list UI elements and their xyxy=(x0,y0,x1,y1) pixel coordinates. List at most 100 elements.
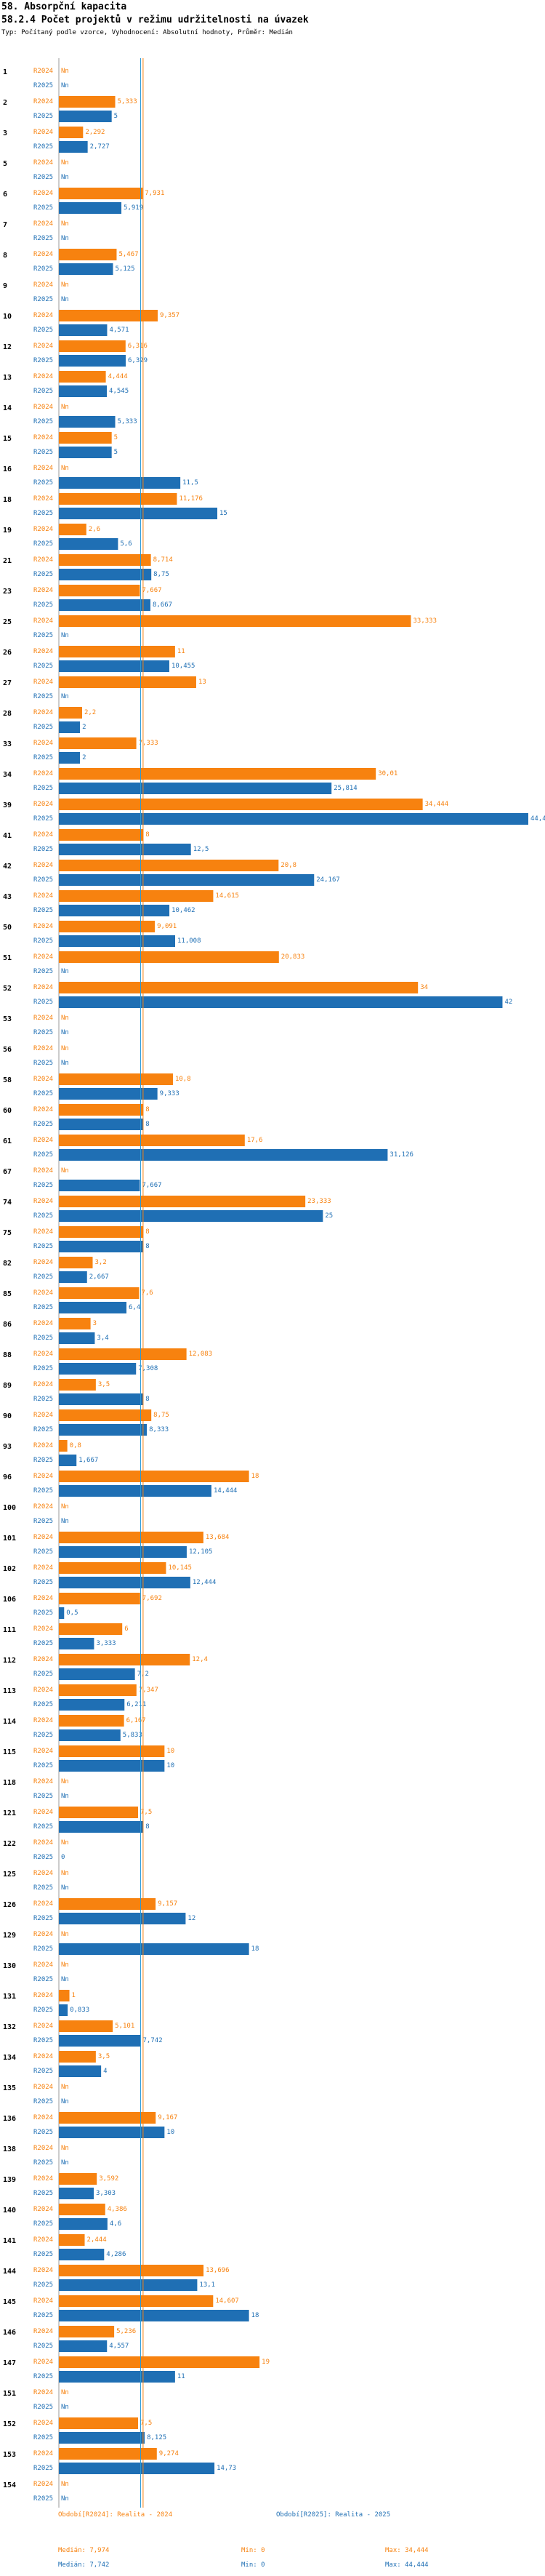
series-label-r2025: R2025 xyxy=(33,1640,53,1647)
value-label: 8,125 xyxy=(147,2434,166,2441)
row-id-label: 58 xyxy=(3,1076,12,1084)
value-label: Nn xyxy=(61,1793,69,1800)
series-label-r2025: R2025 xyxy=(33,1915,53,1922)
row-id-label: 6 xyxy=(3,191,7,199)
row-id-label: 14 xyxy=(3,404,12,412)
series-label-r2024: R2024 xyxy=(33,1961,53,1969)
value-label: 8 xyxy=(145,1228,149,1236)
bar-r2025 xyxy=(59,2004,68,2016)
value-label: 8 xyxy=(145,1396,149,1403)
value-label: 12,4 xyxy=(192,1656,208,1663)
series-label-r2024: R2024 xyxy=(33,98,53,105)
bar-r2025 xyxy=(59,1180,140,1191)
bar-r2024 xyxy=(59,2265,204,2276)
series-label-r2024: R2024 xyxy=(33,1931,53,1938)
row-id-label: 5 xyxy=(3,160,7,168)
value-label: 3 xyxy=(93,1320,97,1327)
value-label: 8 xyxy=(145,1106,149,1113)
bar-r2024 xyxy=(59,2295,214,2307)
series-label-r2025: R2025 xyxy=(33,693,53,700)
row-id-label: 130 xyxy=(3,1962,16,1970)
value-label: 4,6 xyxy=(110,2220,121,2228)
series-label-r2025: R2025 xyxy=(33,1518,53,1525)
value-label: 3,4 xyxy=(97,1335,108,1342)
value-label: 8,75 xyxy=(153,1412,169,1419)
value-label: 7,333 xyxy=(139,740,158,747)
series-label-r2024: R2024 xyxy=(33,1259,53,1266)
value-label: 4,386 xyxy=(108,2206,127,2213)
bar-r2025 xyxy=(59,1455,77,1466)
value-label: 10,462 xyxy=(171,907,195,914)
value-label: 19 xyxy=(262,2359,270,2366)
value-label: 12,083 xyxy=(189,1351,213,1358)
series-label-r2025: R2025 xyxy=(33,601,53,609)
series-label-r2025: R2025 xyxy=(33,785,53,792)
value-label: Nn xyxy=(61,174,69,181)
bar-r2024 xyxy=(59,676,196,688)
series-label-r2024: R2024 xyxy=(33,343,53,350)
row-id-label: 52 xyxy=(3,985,12,993)
series-label-r2025: R2025 xyxy=(33,907,53,914)
bar-r2025 xyxy=(59,2432,145,2444)
series-label-r2024: R2024 xyxy=(33,617,53,625)
bar-r2024 xyxy=(59,524,86,535)
bar-r2024 xyxy=(59,2234,85,2246)
row-id-label: 19 xyxy=(3,527,12,535)
value-label: 2,6 xyxy=(89,526,100,533)
row-id-label: 111 xyxy=(3,1626,16,1634)
series-label-r2024: R2024 xyxy=(33,1870,53,1877)
bar-r2025 xyxy=(59,1577,190,1588)
bar-r2025 xyxy=(59,2310,249,2321)
series-label-r2024: R2024 xyxy=(33,2481,53,2488)
bar-r2025 xyxy=(59,1271,87,1283)
bar-r2024 xyxy=(59,1440,68,1452)
value-label: 7,742 xyxy=(143,2037,163,2044)
bar-r2025 xyxy=(59,2035,141,2047)
bar-r2025 xyxy=(59,660,169,672)
series-label-r2024: R2024 xyxy=(33,2206,53,2213)
value-label: 5,236 xyxy=(116,2328,136,2335)
row-id-label: 51 xyxy=(3,954,12,962)
bar-r2024 xyxy=(59,1593,140,1604)
row-id-label: 90 xyxy=(3,1412,12,1420)
series-label-r2024: R2024 xyxy=(33,1839,53,1847)
series-label-r2025: R2025 xyxy=(33,265,53,273)
series-label-r2025: R2025 xyxy=(33,754,53,761)
series-label-r2024: R2024 xyxy=(33,373,53,380)
bar-r2024 xyxy=(59,2112,156,2124)
value-label: 3,303 xyxy=(96,2190,116,2197)
bar-r2024 xyxy=(59,585,140,596)
value-label: 8 xyxy=(145,1121,149,1128)
bar-r2024 xyxy=(59,371,106,383)
bar-r2024 xyxy=(59,860,279,871)
series-label-r2025: R2025 xyxy=(33,296,53,303)
series-label-r2025: R2025 xyxy=(33,1609,53,1617)
series-label-r2025: R2025 xyxy=(33,113,53,120)
series-label-r2024: R2024 xyxy=(33,801,53,808)
series-label-r2024: R2024 xyxy=(33,740,53,747)
value-label: 7,692 xyxy=(142,1595,162,1602)
series-label-r2025: R2025 xyxy=(33,1426,53,1433)
series-label-r2025: R2025 xyxy=(33,968,53,975)
value-label: 14,615 xyxy=(215,892,239,900)
row-id-label: 34 xyxy=(3,771,12,779)
value-label: 8,75 xyxy=(153,571,169,578)
bar-r2025 xyxy=(59,1302,127,1313)
series-label-r2025: R2025 xyxy=(33,2465,53,2472)
value-label: 18 xyxy=(251,1473,259,1480)
value-label: 25,814 xyxy=(334,785,358,792)
value-label: Nn xyxy=(61,1778,69,1785)
legend-r2025-max: Max: 44,444 xyxy=(385,2561,429,2569)
value-label: 3,5 xyxy=(98,1381,110,1388)
series-label-r2024: R2024 xyxy=(33,770,53,777)
row-id-label: 141 xyxy=(3,2237,16,2245)
bar-r2024 xyxy=(59,96,116,108)
row-id-label: 28 xyxy=(3,710,12,718)
value-label: 30,01 xyxy=(378,770,397,777)
series-label-r2025: R2025 xyxy=(33,1854,53,1861)
series-label-r2025: R2025 xyxy=(33,1396,53,1403)
series-label-r2024: R2024 xyxy=(33,2389,53,2396)
row-id-label: 101 xyxy=(3,1535,16,1543)
bar-r2024 xyxy=(59,2417,139,2429)
series-label-r2024: R2024 xyxy=(33,1381,53,1388)
